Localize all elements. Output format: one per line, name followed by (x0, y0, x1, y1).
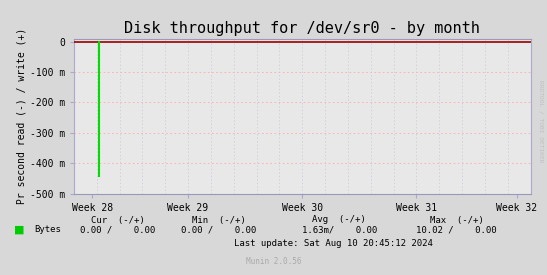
Text: Avg  (-/+): Avg (-/+) (312, 216, 366, 224)
Text: Munin 2.0.56: Munin 2.0.56 (246, 257, 301, 266)
Text: Min  (-/+): Min (-/+) (192, 216, 246, 224)
Title: Disk throughput for /dev/sr0 - by month: Disk throughput for /dev/sr0 - by month (124, 21, 480, 36)
Text: Last update: Sat Aug 10 20:45:12 2024: Last update: Sat Aug 10 20:45:12 2024 (234, 239, 433, 248)
Text: 0.00 /    0.00: 0.00 / 0.00 (181, 225, 257, 234)
Text: 1.63m/    0.00: 1.63m/ 0.00 (301, 225, 377, 234)
Text: 0.00 /    0.00: 0.00 / 0.00 (80, 225, 155, 234)
Y-axis label: Pr second read (-) / write (+): Pr second read (-) / write (+) (17, 28, 27, 204)
Text: Max  (-/+): Max (-/+) (430, 216, 484, 224)
Text: 10.02 /    0.00: 10.02 / 0.00 (416, 225, 497, 234)
Text: RRDTOOL / TOBI OETIKER: RRDTOOL / TOBI OETIKER (538, 80, 543, 162)
Text: Cur  (-/+): Cur (-/+) (91, 216, 144, 224)
Text: ■: ■ (14, 225, 24, 235)
Text: Bytes: Bytes (34, 225, 61, 234)
